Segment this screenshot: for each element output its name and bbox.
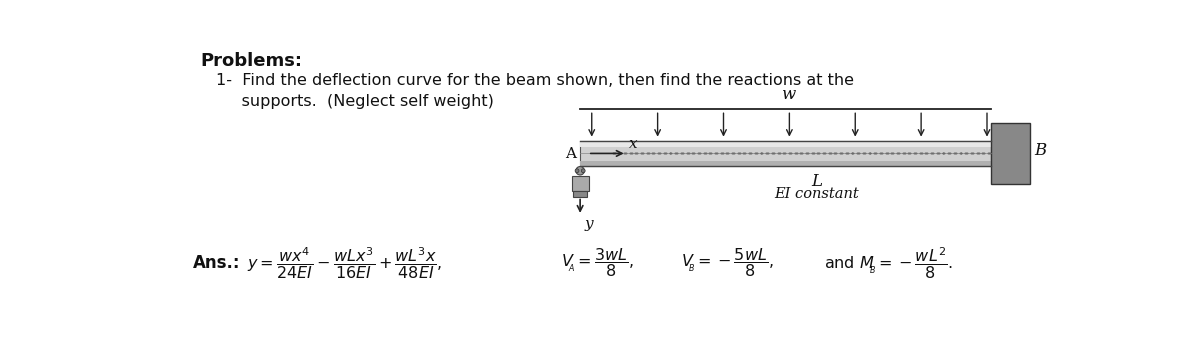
Text: supports.  (Neglect self weight): supports. (Neglect self weight) [216,94,493,109]
Circle shape [581,169,586,173]
Circle shape [575,169,578,173]
Text: B: B [1034,142,1046,159]
Bar [580,141,991,147]
Circle shape [576,166,584,175]
Text: L: L [811,173,822,191]
Text: $y = \dfrac{wx^{4}}{24EI} - \dfrac{wLx^{3}}{16EI} + \dfrac{wL^{3}x}{48EI},$: $y = \dfrac{wx^{4}}{24EI} - \dfrac{wLx^{… [247,245,443,280]
Text: $V_{\!\!{}_{B}} =-\dfrac{5wL}{8},$: $V_{\!\!{}_{B}} =-\dfrac{5wL}{8},$ [680,246,773,279]
Text: $V_{\!\!{}_{A}} =\dfrac{3wL}{8},$: $V_{\!\!{}_{A}} =\dfrac{3wL}{8},$ [560,246,634,279]
Text: 1-  Find the deflection curve for the beam shown, then find the reactions at the: 1- Find the deflection curve for the bea… [216,73,854,88]
Text: $\mathrm{and}\ M_{\!\!{}_{B}} =-\dfrac{wL^{2}}{8}.$: $\mathrm{and}\ M_{\!\!{}_{B}} =-\dfrac{w… [824,245,953,280]
Bar [574,191,587,196]
Bar [580,141,991,166]
Text: y: y [584,217,593,231]
Text: Problems:: Problems: [200,52,302,70]
Bar [580,161,991,166]
Text: w: w [781,86,796,103]
Text: EI constant: EI constant [774,187,859,201]
Text: x: x [629,137,637,151]
Bar [571,176,589,191]
Bar [991,123,1030,184]
Text: A: A [565,147,576,161]
Text: Ans.:: Ans.: [193,254,240,272]
